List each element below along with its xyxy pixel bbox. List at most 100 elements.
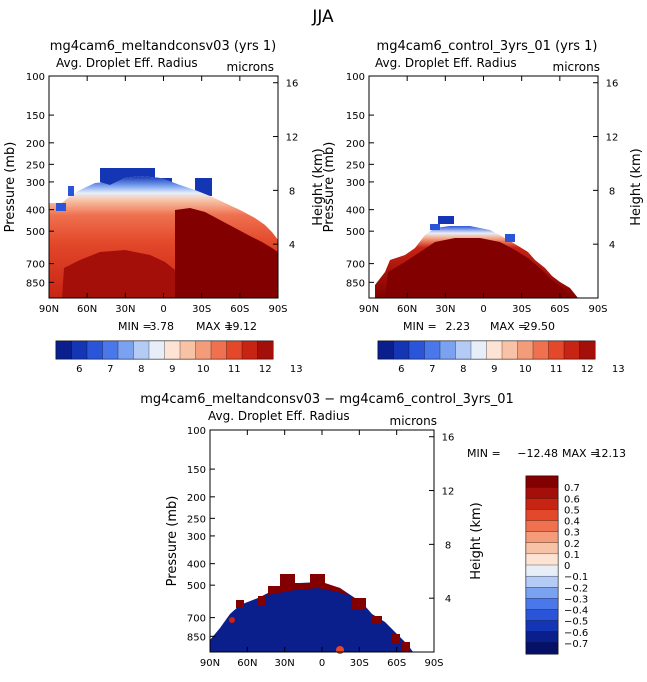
- colorbar-label: 0.2: [564, 539, 580, 550]
- panel-subtitle: Avg. Droplet Eff. Radius: [375, 56, 517, 70]
- y-right-tick-label: 16: [442, 433, 455, 444]
- colorbar-swatch: [71, 340, 88, 360]
- colorbar-swatch: [525, 598, 559, 610]
- panel-title: mg4cam6_meltandconsv03 (yrs 1): [50, 39, 276, 54]
- x-tick-label: 0: [160, 304, 166, 315]
- y-right-axis-label: Height (km): [311, 148, 326, 225]
- y-tick-label: 300: [346, 178, 365, 189]
- field-positive-left: [236, 600, 244, 608]
- y-tick-label: 300: [187, 532, 206, 543]
- field-cloud-top: [100, 168, 172, 185]
- colorbar-swatch: [525, 620, 559, 633]
- plot-area: [209, 429, 435, 654]
- y-right-tick-label: 8: [445, 540, 451, 551]
- colorbar-label: 13: [612, 364, 625, 375]
- y-axis-label: Pressure (mb): [322, 142, 337, 233]
- y-tick-label: 200: [187, 493, 206, 504]
- x-tick-label: 60N: [237, 658, 257, 669]
- x-tick-label: 90N: [200, 658, 220, 669]
- colorbar-swatch: [525, 587, 559, 599]
- field-cloud-top2: [430, 224, 440, 230]
- y-tick-label: 700: [26, 260, 45, 271]
- x-tick-label: 30S: [512, 304, 531, 315]
- y-axis-label: Pressure (mb): [3, 142, 18, 233]
- colorbar-label: 8: [138, 364, 144, 375]
- field-core: [385, 238, 570, 298]
- field-positive-right: [352, 598, 366, 610]
- colorbar-swatch: [563, 340, 580, 360]
- y-tick-label: 700: [187, 614, 206, 625]
- x-tick-label: 30N: [275, 658, 295, 669]
- field-positive-right4: [402, 642, 410, 652]
- x-tick-label: 60S: [230, 304, 249, 315]
- colorbar-swatch: [257, 340, 274, 360]
- colorbar-swatch: [86, 340, 103, 360]
- stats-max: 29.50: [524, 320, 556, 333]
- x-tick-label: 90N: [39, 304, 59, 315]
- colorbar-label: 7: [429, 364, 435, 375]
- y-tick-label: 250: [26, 160, 45, 171]
- x-tick-label: 90N: [359, 304, 379, 315]
- panel-units: microns: [227, 60, 275, 74]
- stats-min: −12.48: [517, 447, 558, 460]
- panel-title: mg4cam6_control_3yrs_01 (yrs 1): [377, 39, 598, 54]
- y-tick-label: 400: [187, 560, 206, 571]
- colorbar-label: −0.5: [564, 617, 588, 628]
- colorbar-swatch: [579, 340, 596, 360]
- y-tick-label: 150: [346, 111, 365, 122]
- colorbar-label: 0.1: [564, 550, 580, 561]
- stats-min-label: MIN =: [118, 320, 152, 333]
- colorbar-swatch: [55, 340, 72, 360]
- y-tick-label: 150: [26, 111, 45, 122]
- colorbar-swatch: [525, 498, 559, 510]
- colorbar-label: 0.5: [564, 505, 580, 516]
- panel-units: microns: [390, 414, 438, 428]
- y-tick-label: 300: [26, 178, 45, 189]
- colorbar-swatch: [148, 340, 165, 360]
- colorbar-swatch: [439, 340, 456, 360]
- colorbar-label: 0: [564, 561, 570, 572]
- y-right-tick-label: 4: [609, 240, 615, 251]
- y-tick-label: 250: [346, 160, 365, 171]
- colorbar-label: 11: [550, 364, 563, 375]
- colorbar-label: −0.4: [564, 606, 588, 617]
- y-tick-label: 850: [346, 278, 365, 289]
- colorbar-swatch: [548, 340, 565, 360]
- y-right-tick-label: 16: [606, 79, 619, 90]
- colorbar-swatch: [532, 340, 549, 360]
- y-right-axis-label: Height (km): [629, 148, 644, 225]
- colorbar-swatch: [486, 340, 503, 360]
- colorbar-label: −0.2: [564, 583, 588, 594]
- colorbar-swatch: [525, 531, 559, 544]
- x-tick-label: 90S: [588, 304, 607, 315]
- panel-3: mg4cam6_meltandconsv03 − mg4cam6_control…: [140, 392, 627, 655]
- panel-1: mg4cam6_meltandconsv03 (yrs 1) Avg. Drop…: [3, 39, 326, 360]
- field-cloud-top-right: [195, 178, 212, 196]
- x-tick-label: 30N: [435, 304, 455, 315]
- colorbar-label: 11: [228, 364, 241, 375]
- field-positive-left2: [258, 596, 266, 606]
- colorbar-swatch: [393, 340, 410, 360]
- x-tick-label: 60N: [77, 304, 97, 315]
- stats-max: 12.13: [595, 447, 627, 460]
- colorbar-swatch: [525, 542, 559, 555]
- x-tick-label: 90S: [268, 304, 287, 315]
- colorbar-swatch: [525, 575, 559, 588]
- page-title: JJA: [311, 7, 334, 27]
- colorbar-swatch: [133, 340, 150, 360]
- x-tick-label: 90S: [424, 658, 443, 669]
- field-negative: [210, 582, 413, 652]
- x-tick-label: 30S: [192, 304, 211, 315]
- y-axis-label: Pressure (mb): [165, 496, 180, 587]
- colorbar-swatch: [377, 340, 394, 360]
- colorbar-label: 0.3: [564, 528, 580, 539]
- colorbar-swatch: [501, 340, 518, 360]
- field-core: [175, 208, 278, 298]
- field-cloud-top: [438, 216, 454, 224]
- stats-max-label: MAX =: [562, 447, 599, 460]
- colorbar-label: 0.4: [564, 517, 580, 528]
- plot-area: [48, 75, 279, 299]
- colorbar-swatch: [424, 340, 441, 360]
- y-tick-label: 100: [26, 72, 45, 83]
- colorbar-swatch: [525, 486, 559, 499]
